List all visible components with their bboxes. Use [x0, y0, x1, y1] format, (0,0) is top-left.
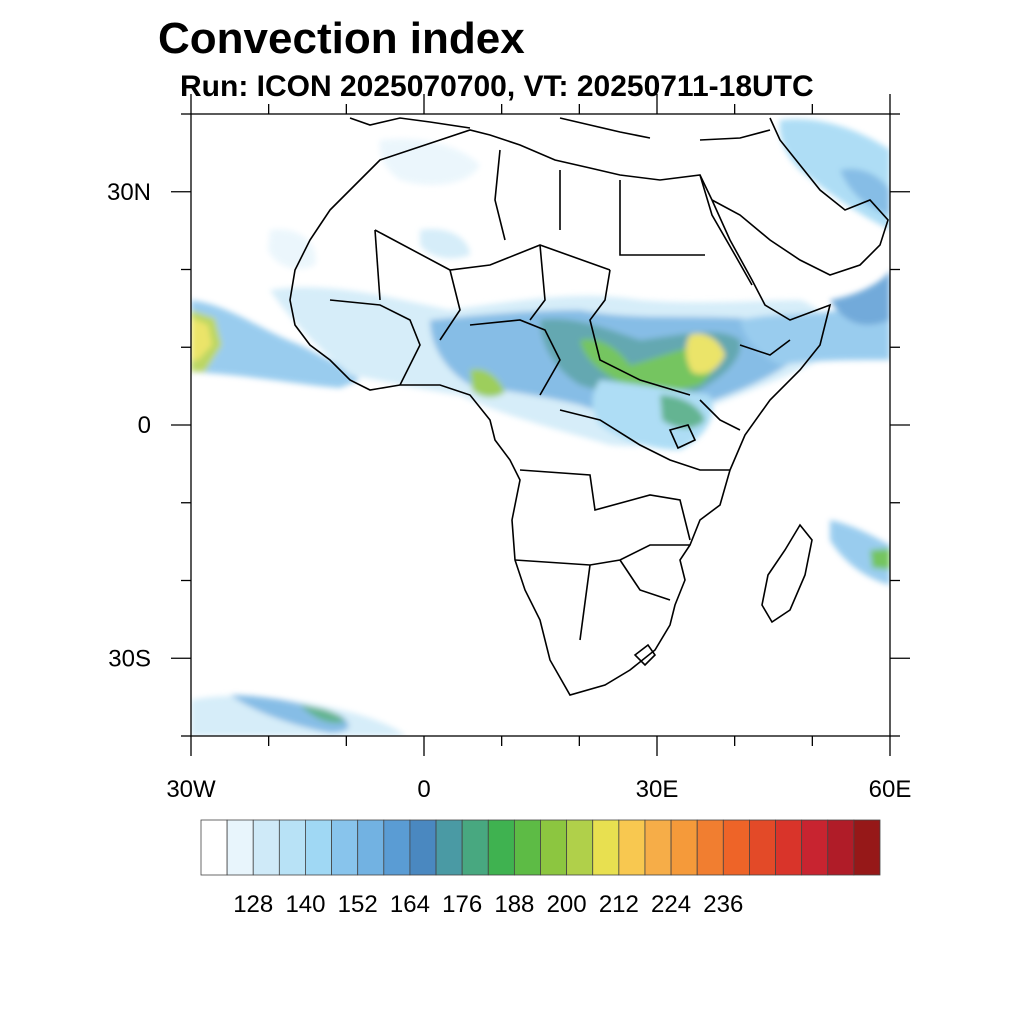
colorbar-label: 140 [285, 891, 325, 918]
coastlines [289, 117, 889, 696]
lat-tick-label: 0 [138, 412, 151, 439]
colorbar-swatch [305, 819, 332, 876]
colorbar-label: 164 [390, 891, 430, 918]
colorbar-swatch [540, 819, 568, 876]
colorbar-swatch [566, 819, 594, 876]
colorbar-swatch [670, 819, 698, 876]
colorbar-swatch [226, 819, 254, 876]
lon-tick-label: 0 [417, 776, 430, 803]
chart-title: Convection index [158, 14, 525, 63]
colorbar-label: 224 [651, 891, 691, 918]
convection-field [191, 119, 890, 736]
colorbar-swatch [853, 819, 881, 876]
lat-tick-label: 30S [108, 645, 151, 672]
colorbar-label: 128 [233, 891, 273, 918]
lat-tick-label: 30N [107, 179, 151, 206]
colorbar-swatch [331, 819, 359, 876]
longitude-axis: 30W 0 30E 60E [166, 94, 911, 803]
lon-tick-label: 60E [869, 776, 912, 803]
colorbar-swatch [487, 819, 515, 876]
colorbar-label: 188 [494, 891, 534, 918]
colorbar-label: 212 [599, 891, 639, 918]
colorbar-swatch [357, 819, 385, 876]
colorbar-swatch [722, 819, 750, 876]
colorbar-swatch [827, 819, 855, 876]
colorbar-label: 200 [547, 891, 587, 918]
colorbar-swatch [383, 819, 411, 876]
colorbar-swatch [618, 819, 646, 876]
colorbar-swatch [749, 819, 776, 876]
colorbar-swatch [409, 819, 437, 876]
colorbar-swatch [200, 819, 228, 876]
colorbar-swatch [513, 819, 541, 876]
map-frame [190, 113, 891, 737]
colorbar-swatch [592, 819, 620, 876]
lon-tick-label: 30E [636, 776, 679, 803]
colorbar-swatch [461, 819, 489, 876]
colorbar-swatch [435, 819, 463, 876]
colorbar: 128 140 152 164 176 188 200 212 224 236 [200, 819, 881, 918]
colorbar-swatch [696, 819, 724, 876]
colorbar-swatch [775, 819, 803, 876]
colorbar-swatch [644, 819, 672, 876]
colorbar-swatch [278, 819, 306, 876]
chart-subtitle: Run: ICON 2025070700, VT: 20250711-18UTC [180, 70, 814, 103]
colorbar-swatch [252, 819, 280, 876]
colorbar-swatch [801, 819, 829, 876]
colorbar-label: 236 [703, 891, 743, 918]
colorbar-label: 176 [442, 891, 482, 918]
colorbar-label: 152 [338, 891, 378, 918]
lon-tick-label: 30W [166, 776, 216, 803]
latitude-axis: 30N 0 30S [107, 113, 910, 737]
